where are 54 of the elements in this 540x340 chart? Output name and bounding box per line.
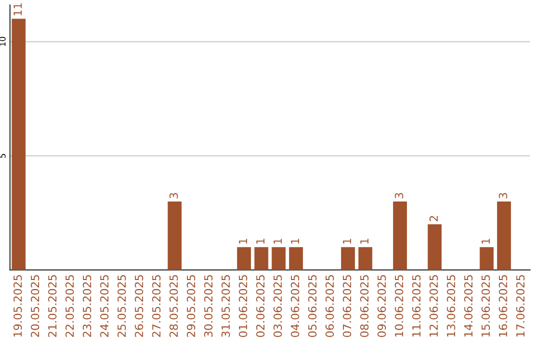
x-tick-label: 09.06.2025	[377, 275, 386, 338]
data-label: 11	[14, 3, 22, 16]
data-label: 3	[394, 193, 404, 198]
bar	[237, 247, 251, 270]
data-label: 2	[429, 216, 438, 222]
data-label: 1	[274, 238, 282, 244]
data-label: 1	[342, 238, 352, 244]
bar	[393, 201, 407, 270]
x-tick-label: 10.06.2025	[394, 275, 404, 337]
x-tick-label: 13.06.2025	[446, 275, 456, 337]
bar	[168, 201, 182, 270]
data-label: 1	[290, 238, 300, 244]
bar	[341, 247, 355, 270]
bar	[12, 18, 26, 270]
data-label: 3	[498, 193, 508, 198]
bar	[358, 247, 372, 270]
x-tick-label: 22.05.2025	[65, 275, 74, 337]
x-tick-label: 03.06.2025	[273, 275, 282, 338]
data-label: 1	[256, 238, 264, 244]
x-tick-label: 08.06.2025	[360, 275, 369, 338]
x-tick-label: 20.05.2025	[30, 275, 40, 337]
x-tick-label: 26.05.2025	[134, 275, 144, 337]
x-tick-label: 30.05.2025	[204, 275, 213, 337]
x-tick-label: 25.05.2025	[117, 275, 126, 337]
x-tick-label: 05.06.2025	[308, 275, 317, 338]
bar	[497, 201, 511, 270]
bar	[480, 247, 494, 270]
x-tick-label: 06.06.2025	[325, 275, 334, 338]
bar	[289, 247, 303, 270]
x-tick-label: 17.06.2025	[516, 275, 525, 337]
data-label: 3	[169, 193, 178, 198]
x-tick-label: 04.06.2025	[290, 275, 300, 338]
x-tick-label: 01.06.2025	[238, 275, 248, 338]
x-tick-label: 12.06.2025	[429, 275, 438, 337]
bar	[272, 247, 286, 270]
bar	[254, 247, 268, 270]
x-tick-label: 16.06.2025	[498, 275, 508, 337]
x-tick-label: 27.05.2025	[152, 275, 161, 337]
data-label: 1	[482, 238, 490, 244]
x-tick-label: 02.06.2025	[256, 275, 265, 338]
x-tick-label: 11.06.2025	[412, 275, 421, 337]
data-label: 1	[360, 238, 368, 244]
x-tick-label: 21.05.2025	[48, 275, 57, 337]
x-tick-label: 31.05.2025	[221, 275, 230, 337]
x-tick-label: 23.05.2025	[82, 275, 92, 337]
x-tick-label: 29.05.2025	[186, 275, 196, 337]
x-tick-label: 07.06.2025	[342, 275, 352, 338]
x-tick-label: 28.05.2025	[169, 275, 178, 337]
x-tick-label: 15.06.2025	[481, 275, 490, 337]
x-tick-label: 19.05.2025	[13, 275, 22, 337]
data-label: 1	[238, 238, 248, 244]
bar	[428, 224, 442, 270]
x-tick-label: 14.06.2025	[464, 275, 473, 337]
x-tick-label: 24.05.2025	[100, 275, 109, 337]
